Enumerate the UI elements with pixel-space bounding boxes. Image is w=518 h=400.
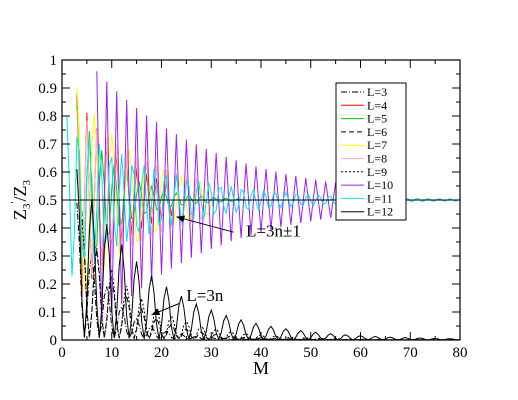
legend-label: L=4 (367, 98, 387, 112)
y-tick-label: 0 (50, 333, 58, 349)
annotation-text: L=3n±1 (246, 221, 301, 240)
y-tick-label: 0.9 (38, 81, 57, 97)
legend-label: L=3 (367, 85, 387, 99)
x-tick-label: 50 (303, 345, 318, 361)
legend-label: L=10 (367, 178, 393, 192)
legend-label: L=7 (367, 138, 387, 152)
legend-label: L=8 (367, 152, 387, 166)
annotations: L=3n±1 L=3n (151, 215, 301, 316)
y-tick-label: 0.1 (38, 305, 57, 321)
legend-label: L=9 (367, 165, 387, 179)
y-tick-label: 0.3 (38, 249, 57, 265)
y-axis-label: Z3'/Z3 (9, 180, 33, 220)
annotation-arrow (176, 216, 234, 233)
y-tick-label: 0.7 (38, 137, 57, 153)
legend-label: L=6 (367, 125, 387, 139)
x-tick-label: 70 (403, 345, 418, 361)
x-tick-label: 80 (453, 345, 468, 361)
annotation-arrowhead (176, 215, 186, 223)
x-tick-label: 60 (353, 345, 368, 361)
axis-ticks: 0 10 20 30 40 50 60 70 80 0 0.1 0.2 0.3 0.4 0.5 0.6 0.7 0… (38, 53, 467, 361)
annotation-arrowhead (151, 308, 161, 316)
legend-label: L=12 (367, 205, 393, 219)
series-line-L=9 (81, 219, 460, 340)
y-tick-label: 0.2 (38, 277, 57, 293)
y-tick-label: 0.8 (38, 109, 57, 125)
y-tick-label: 0.6 (38, 165, 57, 181)
svg-text:Z3'/Z3: Z3'/Z3 (9, 180, 33, 220)
x-tick-label: 30 (204, 345, 219, 361)
legend: L=3L=4L=5L=6L=7L=8L=9L=10L=11L=12 (335, 82, 407, 221)
y-tick-label: 1 (50, 53, 58, 69)
legend-box (335, 82, 407, 221)
y-tick-label: 0.4 (38, 221, 57, 237)
x-tick-label: 0 (58, 345, 66, 361)
x-axis-label: M (253, 358, 269, 378)
x-tick-label: 10 (104, 345, 119, 361)
x-tick-label: 20 (154, 345, 169, 361)
y-tick-label: 0.5 (38, 193, 57, 209)
annotation-text: L=3n (186, 286, 223, 305)
x-tick-label: 40 (254, 345, 269, 361)
legend-label: L=5 (367, 112, 387, 126)
legend-label: L=11 (367, 191, 393, 205)
